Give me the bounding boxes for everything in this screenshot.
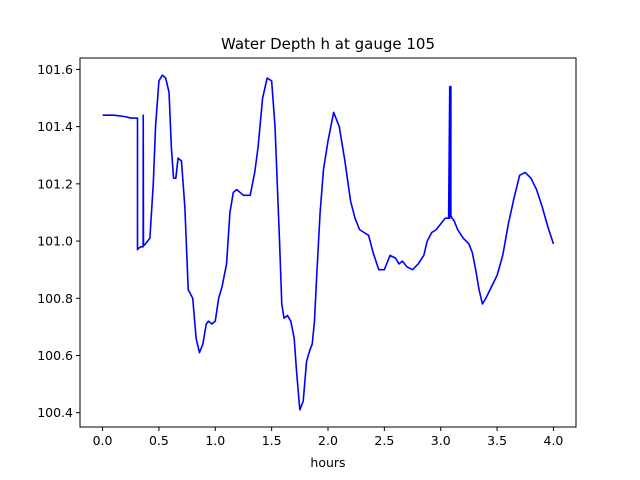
y-tick-label: 100.6	[37, 348, 73, 363]
x-axis-label: hours	[310, 455, 345, 470]
y-tick-label: 101.2	[37, 176, 73, 191]
x-tick-label: 2.5	[374, 433, 394, 448]
y-tick-label: 101.0	[37, 234, 73, 249]
x-tick-label: 0.5	[149, 433, 169, 448]
x-tick-label: 0.0	[93, 433, 113, 448]
series-line-0	[102, 74, 555, 411]
x-tick-label: 4.0	[544, 433, 564, 448]
x-tick-label: 2.0	[318, 433, 338, 448]
chart-title: Water Depth h at gauge 105	[221, 35, 435, 53]
plot-area	[102, 74, 555, 411]
x-tick-label: 3.0	[431, 433, 451, 448]
x-tick-label: 3.5	[487, 433, 507, 448]
y-tick-label: 101.4	[37, 119, 73, 134]
y-tick-label: 100.8	[37, 291, 73, 306]
x-axis-ticks: 0.0 0.5 1.0 1.5 2.0 2.5 3.0 3.5 4.0	[93, 427, 564, 448]
y-tick-label: 101.6	[37, 62, 73, 77]
x-tick-label: 1.5	[262, 433, 282, 448]
y-tick-label: 100.4	[37, 405, 73, 420]
x-tick-label: 1.0	[205, 433, 225, 448]
plot-frame	[79, 57, 577, 428]
y-axis-ticks: 100.4 100.6 100.8 101.0 101.2 101.4 101.6	[37, 62, 80, 420]
